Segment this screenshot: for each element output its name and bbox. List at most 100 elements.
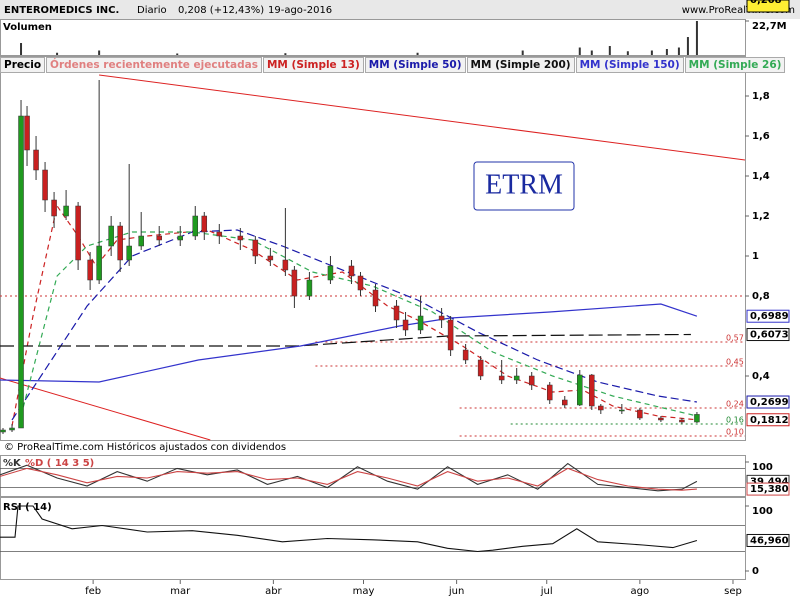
last-value-box — [746, 533, 790, 547]
candle-body — [126, 245, 132, 261]
last-value-label: 0,6073 — [750, 330, 789, 341]
candle-body — [372, 289, 379, 307]
stock-title: ENTEROMEDICS INC. — [4, 5, 119, 16]
candle-body — [477, 359, 484, 377]
tab[interactable]: Órdenes recientemente ejecutadas — [46, 57, 262, 73]
indicator-line — [0, 505, 698, 553]
x-tick-label: ago — [631, 586, 650, 597]
tab[interactable]: Precio — [0, 57, 46, 73]
candle-body — [267, 255, 274, 261]
period: Diario — [137, 5, 167, 16]
candle-body — [24, 115, 30, 151]
candle-body — [51, 199, 57, 217]
candle-body — [177, 235, 183, 241]
tab[interactable]: MM (Simple 26) — [684, 57, 786, 73]
candle-body — [291, 269, 298, 297]
candle-body — [348, 265, 355, 277]
candle-body — [694, 414, 700, 423]
tab[interactable]: MM (Simple 200) — [466, 57, 575, 73]
y-tick-label: 22,7M — [752, 21, 787, 32]
tab[interactable]: MM (Simple 50) — [364, 57, 466, 73]
candle-body — [9, 427, 15, 431]
candle-body — [679, 419, 685, 423]
trendline — [99, 74, 746, 161]
last-value-label: 0,208 — [750, 0, 782, 6]
last-value-box — [746, 482, 790, 496]
candle-body — [282, 259, 289, 271]
candle-body — [117, 225, 123, 261]
volume-bar — [521, 50, 524, 55]
volume-bar — [665, 49, 668, 55]
candle-body — [42, 169, 48, 201]
candle-body — [63, 205, 69, 217]
candle-body — [216, 231, 223, 237]
volume-bar — [626, 51, 629, 55]
x-tick-label: jun — [448, 586, 464, 597]
candle-body — [75, 205, 81, 261]
candle-body — [87, 259, 93, 281]
candle-body — [498, 375, 505, 381]
symbol-box — [473, 161, 575, 211]
y-tick-label: 1,2 — [752, 211, 770, 222]
volume-bar — [686, 37, 689, 55]
volume-bar — [416, 52, 419, 55]
candle-body — [438, 315, 445, 321]
x-tick-label: mar — [170, 586, 191, 597]
legend-entry: %D ( 14 3 5) — [25, 458, 94, 469]
moving-average — [0, 303, 698, 383]
level-label: 0,57 — [726, 334, 744, 343]
volume-bar — [650, 50, 653, 55]
candle-body — [18, 115, 24, 429]
candle-body — [96, 245, 102, 281]
candle-body — [306, 279, 313, 297]
y-tick-label: 0,8 — [752, 291, 770, 302]
tab[interactable]: MM (Simple 13) — [262, 57, 364, 73]
volume-bar — [98, 50, 101, 55]
footer: © ProRealTime.com Históricos ajustados c… — [4, 441, 286, 453]
volume-bar — [677, 47, 680, 55]
y-tick-label: 0,4 — [752, 371, 770, 382]
candle-body — [562, 399, 568, 406]
last-value-label: 39,494 — [750, 476, 789, 487]
candle-body — [546, 384, 553, 401]
panel-title: RSI ( 14) — [3, 502, 52, 513]
x-tick-label: feb — [85, 586, 101, 597]
last-value-box — [746, 413, 790, 427]
last-value-label: 15,380 — [750, 484, 789, 495]
x-tick-label: jul — [540, 586, 553, 597]
candle-body — [577, 374, 583, 406]
volume-bar — [56, 52, 59, 55]
last-value-box — [746, 0, 790, 13]
last-value-box — [746, 328, 790, 342]
tab[interactable]: MM (Simple 150) — [575, 57, 684, 73]
last-value-label: 0,1812 — [750, 415, 789, 426]
y-tick-label: 1,4 — [752, 171, 770, 182]
moving-average — [20, 231, 698, 417]
site: www.ProRealTime.com — [682, 5, 795, 16]
last-value-box — [746, 309, 790, 323]
y-tick-label: 100 — [752, 506, 773, 517]
x-tick-label: may — [353, 586, 375, 597]
symbol-annotation: ETRM — [485, 169, 563, 200]
candle-body — [462, 349, 469, 361]
candle-body — [598, 405, 604, 411]
candle-body — [589, 374, 595, 407]
volume-bar — [20, 43, 23, 55]
last-value-box — [746, 395, 790, 409]
candle-body — [513, 375, 520, 381]
quote: 0,208 (+12,43%) — [178, 5, 264, 16]
panel-title: Volumen — [3, 22, 52, 33]
y-tick-label: 1 — [752, 251, 759, 262]
candle-body — [402, 319, 409, 331]
candle-body — [33, 149, 39, 171]
volume-bar — [284, 53, 287, 55]
date: 19-ago-2016 — [268, 5, 332, 16]
volume-bar — [176, 53, 179, 55]
level-label: 0,24 — [726, 400, 744, 409]
last-value-label: 0,2699 — [750, 397, 789, 408]
candle-body — [327, 265, 334, 281]
candle-body — [0, 429, 6, 433]
indicator-line — [0, 467, 697, 491]
x-tick-label: abr — [265, 586, 282, 597]
